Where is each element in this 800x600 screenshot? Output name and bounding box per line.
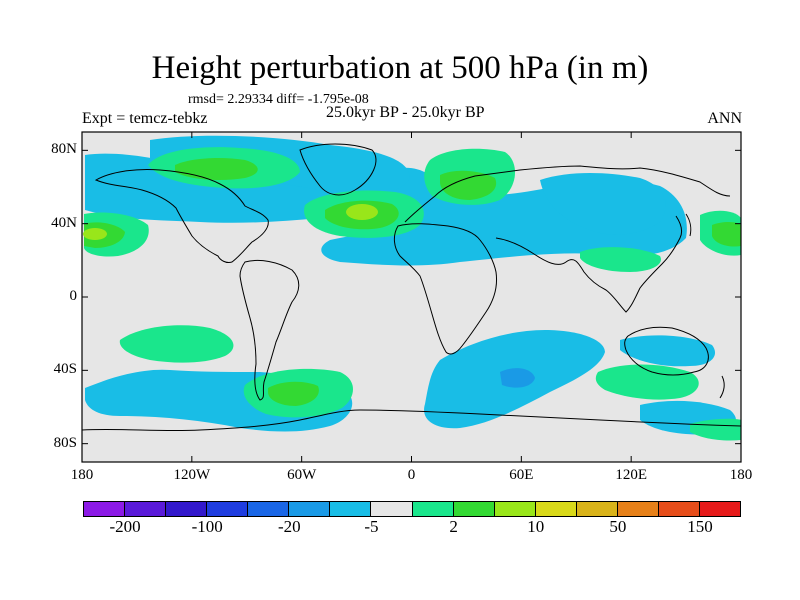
contour-yellow-west-pacific-west: [83, 228, 107, 240]
x-tick-label: 120W: [173, 467, 211, 483]
contour-green-subtropical-pacific: [580, 247, 661, 272]
y-tick-label: 40N: [51, 214, 77, 231]
colorbar-box: [698, 501, 741, 517]
colorbar-box: [411, 501, 454, 517]
rmsd-stats: rmsd= 2.29334 diff= -1.795e-08: [188, 92, 369, 107]
colorbar-box: [206, 501, 249, 517]
colorbar: [83, 501, 741, 517]
x-tick-label: 120E: [615, 467, 647, 483]
coast-australia: [624, 326, 709, 376]
colorbar-box: [329, 501, 372, 517]
colorbar-box: [575, 501, 618, 517]
contour-green-south-america-core: [268, 381, 319, 406]
y-tick-label: 0: [69, 288, 78, 304]
coast-new-zealand: [719, 375, 725, 399]
y-tick-label: 80N: [51, 141, 77, 158]
coast-japan: [685, 213, 692, 237]
colorbar-label: 150: [687, 517, 713, 536]
contour-yellow-mid-atlantic: [346, 204, 378, 220]
x-tick-label: 60W: [287, 467, 317, 483]
coast-europe: [404, 165, 731, 223]
colorbar-label: -20: [277, 517, 301, 536]
colorbar-box: [124, 501, 167, 517]
coast-asia-south: [495, 215, 683, 313]
colorbar-box: [534, 501, 577, 517]
coast-africa: [393, 223, 497, 355]
y-tick-label: 40S: [53, 361, 77, 378]
coast-antarctica: [82, 409, 741, 432]
colorbar-box: [616, 501, 659, 517]
colorbar-box: [370, 501, 413, 517]
coastlines: [82, 143, 741, 432]
coast-north-america: [94, 169, 269, 263]
colorbar-label: -5: [364, 517, 379, 536]
x-tick-label: 180: [729, 467, 753, 483]
colorbar-label: -100: [191, 517, 223, 536]
contour-green-europe-core: [440, 170, 497, 200]
contour-blue-mid-south-indian: [500, 368, 535, 388]
y-tick-label: 80S: [53, 434, 77, 451]
contour-blue-australia: [620, 335, 716, 367]
colorbar-box: [452, 501, 495, 517]
colorbar-box: [493, 501, 536, 517]
colorbar-box: [657, 501, 700, 517]
map-title: Height perturbation at 500 hPa (in m): [151, 50, 649, 86]
x-tick-label: 60E: [509, 467, 534, 483]
contour-green-west-pacific-east-core: [712, 222, 741, 247]
x-tick-label: 180: [70, 467, 94, 483]
colorbar-box: [247, 501, 290, 517]
coast-south-america: [239, 259, 300, 401]
colorbar-label: 2: [449, 517, 458, 536]
colorbar-label: 10: [527, 517, 545, 536]
colorbar-label: -200: [109, 517, 141, 536]
season-label: ANN: [707, 110, 742, 127]
axis-ticks: [81, 132, 742, 462]
coast-greenland: [299, 143, 377, 196]
contour-fields: [83, 135, 741, 441]
contour-green-south-pacific-tropics: [119, 325, 234, 363]
colorbar-box: [165, 501, 208, 517]
colorbar-box: [83, 501, 126, 517]
period-label: 25.0kyr BP - 25.0kyr BP: [326, 104, 485, 121]
contour-green-north-canada-core: [175, 157, 258, 180]
contour-green-south-indian: [595, 364, 699, 400]
contour-blue-east-asia: [540, 173, 666, 235]
colorbar-box: [288, 501, 331, 517]
colorbar-label: 50: [609, 517, 627, 536]
x-tick-label: 0: [407, 467, 416, 483]
experiment-label: Expt = temcz-tebkz: [82, 110, 208, 127]
